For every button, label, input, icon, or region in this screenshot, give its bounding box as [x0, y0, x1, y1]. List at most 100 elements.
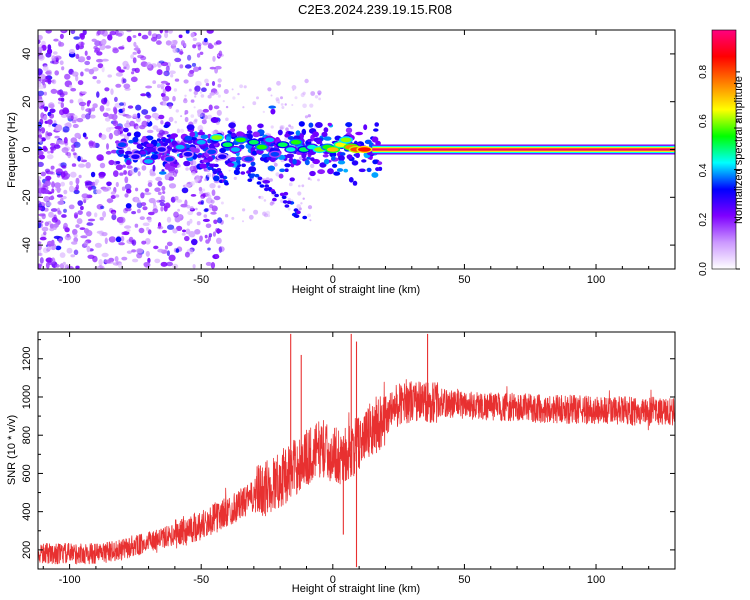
- noise-dot: [126, 35, 132, 43]
- branch-dot: [224, 181, 229, 186]
- noise-dot: [144, 238, 151, 245]
- noise-dot: [164, 245, 169, 250]
- noise-dot: [47, 48, 53, 55]
- noise-dot: [168, 254, 176, 262]
- noise-dot: [162, 95, 170, 102]
- noise-dot: [108, 159, 115, 166]
- noise-dot: [132, 57, 137, 64]
- band-dot: [289, 177, 295, 182]
- noise-dot: [80, 235, 88, 239]
- noise-dot: [104, 237, 108, 245]
- noise-dot: [90, 171, 96, 178]
- noise-dot: [68, 84, 73, 89]
- noise-dot: [146, 227, 150, 231]
- noise-dot: [262, 110, 265, 114]
- noise-dot: [205, 82, 210, 87]
- noise-dot: [98, 30, 105, 35]
- band-dot: [323, 158, 330, 165]
- noise-dot: [212, 231, 216, 237]
- noise-dot: [124, 176, 129, 184]
- noise-dot: [38, 146, 43, 152]
- noise-dot: [136, 252, 143, 259]
- band-dot: [308, 122, 314, 128]
- noise-dot: [152, 164, 156, 172]
- band-dot: [250, 161, 256, 167]
- noise-dot: [102, 211, 107, 218]
- band-dot: [148, 147, 156, 153]
- band-dot: [201, 159, 209, 163]
- noise-dot: [124, 193, 129, 198]
- noise-dot: [98, 259, 103, 266]
- noise-dot: [187, 54, 192, 61]
- signal-blob: [131, 154, 140, 159]
- noise-dot: [199, 190, 204, 195]
- band-dot: [213, 175, 220, 182]
- noise-dot: [83, 240, 89, 247]
- noise-dot: [147, 217, 152, 223]
- noise-dot: [132, 35, 137, 38]
- noise-dot: [119, 133, 125, 137]
- noise-dot: [95, 189, 102, 194]
- noise-dot: [38, 68, 43, 76]
- noise-dot: [86, 222, 94, 226]
- noise-dot: [39, 236, 47, 241]
- noise-dot: [77, 80, 84, 86]
- noise-dot: [55, 264, 60, 268]
- band-dot: [252, 150, 257, 155]
- noise-dot: [138, 227, 145, 234]
- band-dot: [327, 168, 334, 175]
- band-dot: [345, 122, 353, 128]
- band-dot: [126, 159, 131, 165]
- band-dot: [277, 129, 283, 136]
- band-dot: [375, 167, 380, 172]
- band-dot: [115, 164, 123, 171]
- noise-dot: [196, 109, 204, 115]
- noise-dot: [152, 125, 159, 130]
- noise-dot: [167, 224, 175, 230]
- noise-dot: [41, 185, 49, 191]
- noise-dot: [70, 115, 74, 120]
- noise-dot: [62, 261, 66, 266]
- noise-dot: [70, 254, 75, 258]
- noise-dot: [269, 178, 273, 182]
- noise-dot: [56, 186, 61, 193]
- band-dot: [321, 131, 328, 138]
- signal-blob: [222, 142, 233, 147]
- band-dot: [371, 172, 379, 178]
- noise-dot: [40, 171, 46, 177]
- snr-x-axis-label: Height of straight line (km): [292, 583, 420, 595]
- spectrogram-panel: -100 -50 0 50 100 -40 -20 0 20 40 Height of strai…: [6, 29, 676, 296]
- noise-dot: [91, 107, 96, 112]
- noise-dot: [146, 92, 152, 99]
- noise-dot: [115, 72, 123, 77]
- noise-dot: [41, 226, 49, 232]
- snr-x-tick-label: -100: [59, 574, 81, 586]
- snr-y-tick-label: 200: [21, 541, 33, 559]
- noise-dot: [96, 58, 104, 63]
- noise-dot: [220, 201, 224, 205]
- spectrogram-x-tick-label: -50: [193, 274, 209, 286]
- signal-blob: [183, 152, 193, 157]
- noise-dot: [48, 211, 54, 218]
- noise-dot: [76, 218, 83, 225]
- noise-dot: [71, 241, 78, 245]
- noise-dot: [106, 143, 109, 150]
- noise-dot: [51, 79, 57, 85]
- band-dot: [343, 168, 349, 173]
- noise-dot: [136, 112, 141, 119]
- noise-dot: [175, 248, 180, 253]
- noise-dot: [119, 102, 124, 106]
- colorbar-tick-label: 0.0: [698, 262, 709, 276]
- noise-dot: [59, 60, 64, 65]
- noise-dot: [203, 114, 209, 120]
- noise-dot: [304, 115, 309, 119]
- colorbar-scale: [712, 30, 736, 269]
- noise-dot: [199, 235, 204, 241]
- noise-dot: [162, 88, 167, 95]
- band-dot: [372, 159, 378, 165]
- band-dot: [336, 168, 344, 172]
- snr-panel: -100 -50 0 50 100 200 400 600 800 1000 1200 Height…: [6, 331, 676, 595]
- branch-dot: [272, 197, 277, 202]
- band-dot: [210, 117, 219, 123]
